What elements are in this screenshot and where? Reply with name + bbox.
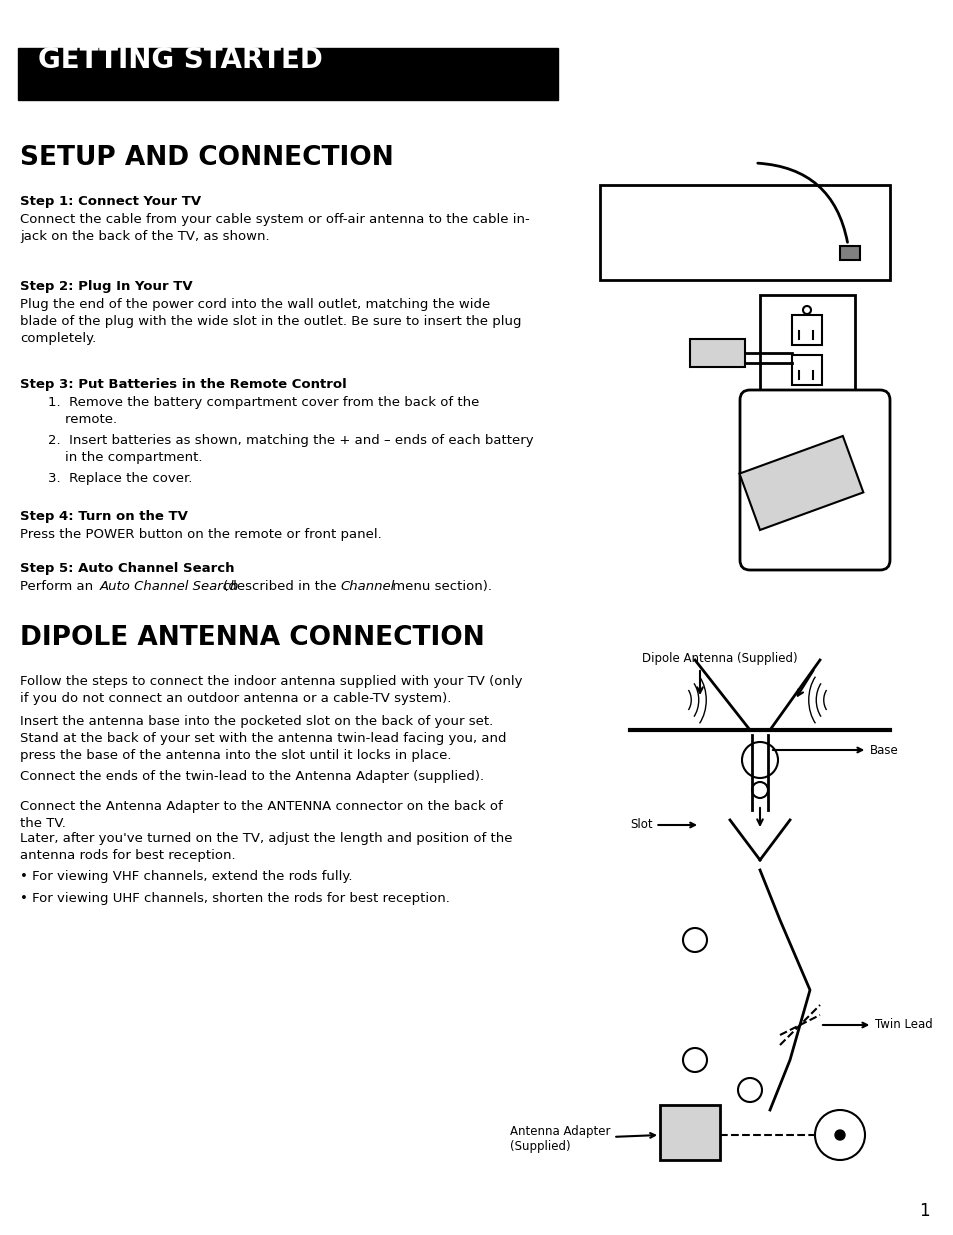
Text: Step 5: Auto Channel Search: Step 5: Auto Channel Search — [20, 562, 234, 576]
Text: Step 3: Put Batteries in the Remote Control: Step 3: Put Batteries in the Remote Cont… — [20, 378, 346, 391]
Text: 1.  Remove the battery compartment cover from the back of the
    remote.: 1. Remove the battery compartment cover … — [48, 396, 478, 426]
Bar — [791, 315, 821, 345]
Text: Press the POWER button on the remote or front panel.: Press the POWER button on the remote or … — [20, 529, 381, 541]
Text: DIPOLE ANTENNA CONNECTION: DIPOLE ANTENNA CONNECTION — [20, 625, 484, 651]
Text: SETUP AND CONNECTION: SETUP AND CONNECTION — [20, 144, 394, 170]
Text: Plug the end of the power cord into the wall outlet, matching the wide
blade of : Plug the end of the power cord into the … — [20, 298, 521, 345]
Text: GETTING STARTED: GETTING STARTED — [38, 46, 322, 74]
Circle shape — [834, 1130, 844, 1140]
Text: • For viewing VHF channels, extend the rods fully.: • For viewing VHF channels, extend the r… — [20, 869, 352, 883]
Text: Auto Channel Search: Auto Channel Search — [100, 580, 239, 593]
Bar — [659, 1105, 720, 1160]
Text: Dipole Antenna (Supplied): Dipole Antenna (Supplied) — [641, 652, 797, 664]
Text: Step 2: Plug In Your TV: Step 2: Plug In Your TV — [20, 280, 193, 293]
Bar — [840, 246, 859, 261]
Text: Antenna Adapter
(Supplied): Antenna Adapter (Supplied) — [510, 1125, 654, 1153]
Text: 1: 1 — [919, 1202, 929, 1220]
Text: Channel: Channel — [339, 580, 394, 593]
Text: Step 4: Turn on the TV: Step 4: Turn on the TV — [20, 510, 188, 522]
Text: Connect the cable from your cable system or off-air antenna to the cable in-
jac: Connect the cable from your cable system… — [20, 212, 529, 243]
Text: • For viewing UHF channels, shorten the rods for best reception.: • For viewing UHF channels, shorten the … — [20, 892, 450, 905]
Bar — [739, 436, 862, 530]
Text: Later, after you've turned on the TV, adjust the length and position of the
ante: Later, after you've turned on the TV, ad… — [20, 832, 512, 862]
Text: 2.  Insert batteries as shown, matching the + and – ends of each battery
    in : 2. Insert batteries as shown, matching t… — [48, 433, 533, 464]
Bar — [760, 295, 854, 415]
Text: Perform an: Perform an — [20, 580, 97, 593]
Text: Insert the antenna base into the pocketed slot on the back of your set.
Stand at: Insert the antenna base into the pockete… — [20, 715, 506, 762]
Text: Connect the Antenna Adapter to the ANTENNA connector on the back of
the TV.: Connect the Antenna Adapter to the ANTEN… — [20, 800, 502, 830]
Text: Base: Base — [772, 743, 898, 757]
Bar — [791, 354, 821, 385]
Text: menu section).: menu section). — [388, 580, 492, 593]
Text: Twin Lead: Twin Lead — [821, 1019, 932, 1031]
Bar — [689, 338, 744, 367]
Text: Slot: Slot — [629, 819, 694, 831]
Text: 3.  Replace the cover.: 3. Replace the cover. — [48, 472, 193, 485]
Text: Connect the ends of the twin-lead to the Antenna Adapter (supplied).: Connect the ends of the twin-lead to the… — [20, 769, 483, 783]
Bar — [599, 185, 889, 280]
Circle shape — [844, 246, 858, 261]
Text: Step 1: Connect Your TV: Step 1: Connect Your TV — [20, 195, 201, 207]
Bar — [18, 48, 558, 100]
FancyBboxPatch shape — [740, 390, 889, 571]
Text: Follow the steps to connect the indoor antenna supplied with your TV (only
if yo: Follow the steps to connect the indoor a… — [20, 676, 522, 705]
Text: (described in the: (described in the — [219, 580, 340, 593]
